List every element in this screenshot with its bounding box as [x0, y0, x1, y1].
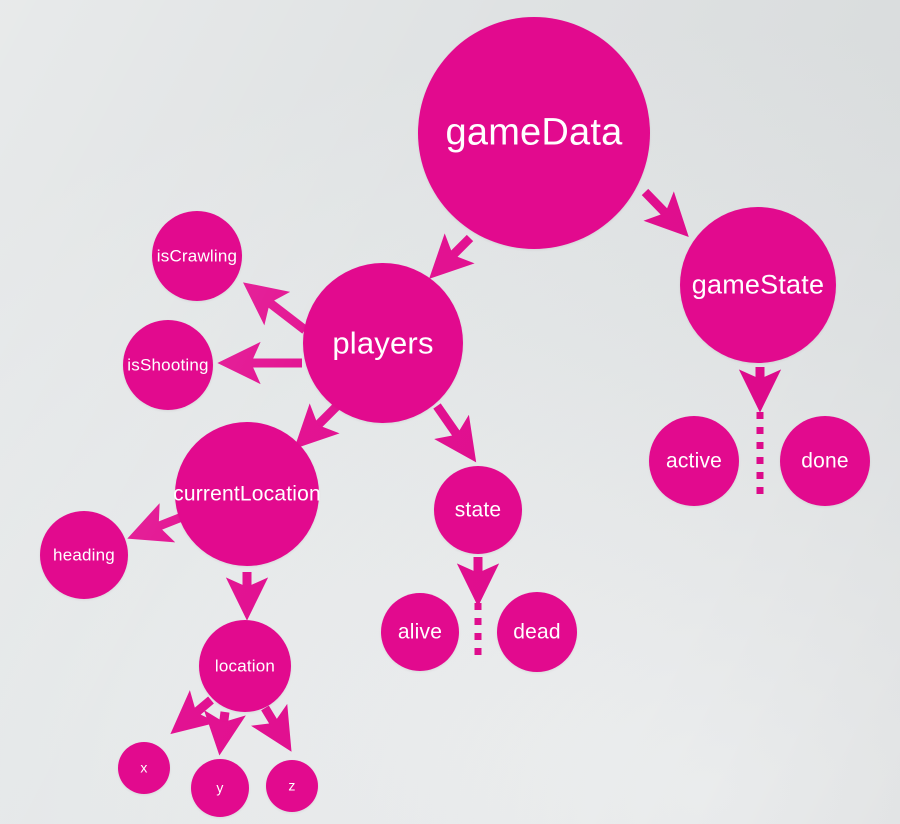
- node-x[interactable]: x: [118, 742, 170, 794]
- node-gameData[interactable]: gameData: [418, 17, 650, 249]
- node-label-location: location: [214, 656, 276, 675]
- node-label-x: x: [140, 759, 148, 776]
- edge-players-state: [433, 403, 477, 463]
- node-label-gameData: gameData: [445, 111, 623, 154]
- node-gameState[interactable]: gameState: [680, 207, 836, 363]
- edge-gamedata-players: [429, 233, 475, 279]
- edge-players-iscrawling: [243, 282, 308, 334]
- node-label-y: y: [216, 779, 224, 796]
- edge-players-currentlocation: [294, 399, 344, 449]
- edge-location-x: [170, 690, 218, 735]
- edge-location-z: [251, 703, 292, 752]
- edge-gamedata-gamestate: [641, 188, 689, 238]
- node-label-z: z: [288, 777, 296, 794]
- node-label-players: players: [332, 325, 434, 360]
- node-heading[interactable]: heading: [40, 511, 128, 599]
- node-label-gameState: gameState: [691, 269, 825, 299]
- node-label-active: active: [665, 449, 723, 472]
- node-isShooting[interactable]: isShooting: [123, 320, 213, 410]
- node-label-isShooting: isShooting: [127, 355, 209, 374]
- node-players[interactable]: players: [303, 263, 463, 423]
- node-z[interactable]: z: [266, 760, 318, 812]
- node-done[interactable]: done: [780, 416, 870, 506]
- node-alive[interactable]: alive: [381, 593, 459, 671]
- edge-location-y: [203, 709, 246, 756]
- node-label-currentLocation: currentLocation: [173, 482, 321, 505]
- node-state[interactable]: state: [434, 466, 522, 554]
- node-label-heading: heading: [53, 545, 115, 564]
- node-y[interactable]: y: [191, 759, 249, 817]
- node-currentLocation[interactable]: currentLocation: [173, 422, 321, 566]
- node-location[interactable]: location: [199, 620, 291, 712]
- node-label-done: done: [801, 449, 849, 472]
- node-isCrawling[interactable]: isCrawling: [152, 211, 242, 301]
- node-label-alive: alive: [397, 620, 443, 643]
- node-label-dead: dead: [513, 620, 561, 643]
- node-label-state: state: [454, 498, 502, 521]
- node-dead[interactable]: dead: [497, 592, 577, 672]
- node-active[interactable]: active: [649, 416, 739, 506]
- node-label-isCrawling: isCrawling: [156, 246, 238, 265]
